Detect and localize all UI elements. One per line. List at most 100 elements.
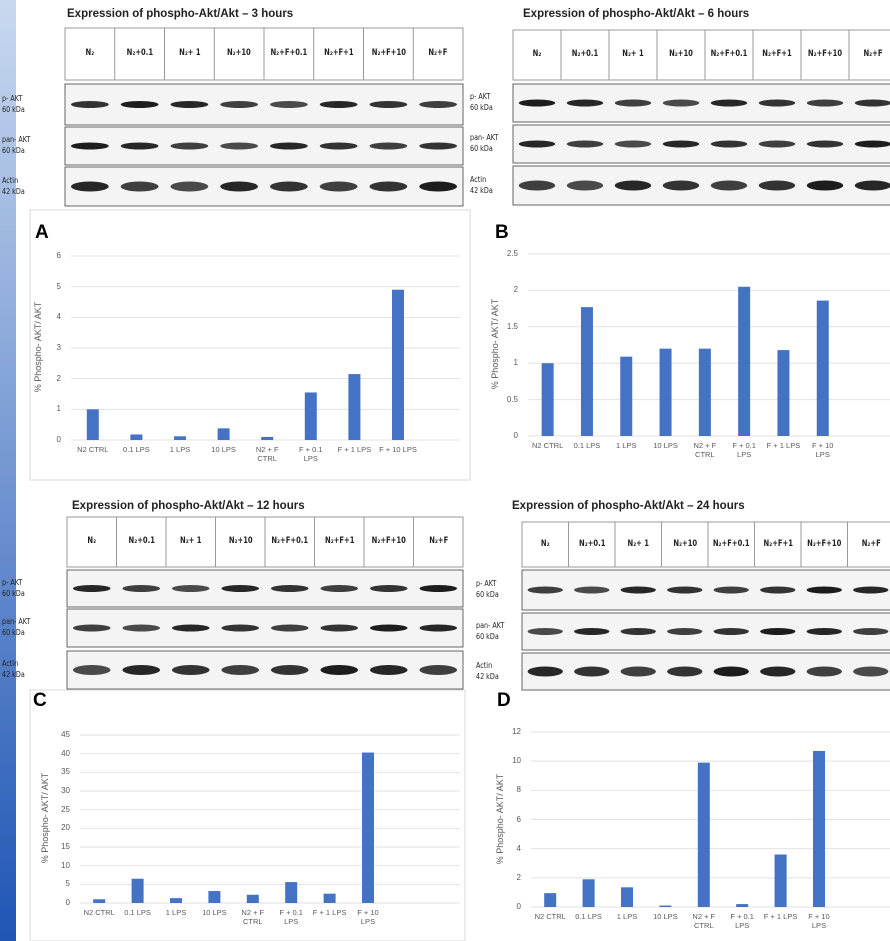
blot-band	[714, 587, 749, 594]
bar	[362, 753, 374, 903]
x-tick-label: 0.1 LPS	[120, 909, 154, 918]
blot-band	[663, 181, 699, 191]
row-size: 60 kDa	[2, 146, 25, 155]
row-size: 60 kDa	[476, 590, 499, 599]
lane-label: N₂+F+1	[758, 49, 796, 59]
lane-label: N₂+F+0.1	[710, 49, 748, 59]
lane-label: N₂	[527, 539, 564, 549]
y-axis-label: % Phospho- AKT/ AKT	[495, 739, 505, 899]
blot-band	[270, 143, 308, 150]
row-label: pan- AKT	[470, 133, 498, 142]
blot-band	[419, 182, 457, 192]
bar	[87, 409, 99, 440]
bar	[348, 374, 360, 440]
bar	[218, 428, 230, 440]
bar	[813, 751, 825, 907]
y-tick-label: 2.5	[488, 249, 518, 258]
blot-band	[519, 141, 555, 148]
lane-label: N₂+F	[418, 48, 458, 58]
bar	[544, 893, 556, 907]
blot-band	[853, 628, 888, 635]
blot-band	[122, 665, 160, 675]
blot-band	[170, 101, 208, 108]
bar	[738, 287, 750, 436]
lane-label: N₂+ 1	[171, 536, 211, 546]
bar	[817, 301, 829, 436]
row-label: p- AKT	[2, 94, 22, 103]
blot-band	[419, 101, 457, 108]
row-size: 60 kDa	[2, 589, 25, 598]
blot-band	[853, 667, 888, 677]
lane-label: N₂+F+10	[806, 49, 844, 59]
lane-label: N₂+F	[854, 49, 890, 59]
blot-band	[759, 141, 795, 148]
blot-band	[711, 100, 747, 107]
y-tick-label: 0	[31, 435, 61, 444]
blot-band	[667, 628, 702, 635]
lane-label: N₂+10	[220, 536, 260, 546]
blot-band	[574, 587, 609, 594]
x-tick-label: F + 10 LPS	[805, 442, 840, 459]
blot-band	[73, 585, 111, 592]
lane-label: N₂+ 1	[614, 49, 652, 59]
x-tick-label: F + 1 LPS	[763, 913, 797, 922]
blot-band	[270, 182, 308, 192]
row-label: Actin	[2, 659, 18, 668]
row-label: p- AKT	[476, 579, 496, 588]
lane-label: N₂+F+0.1	[713, 539, 750, 549]
blot-band	[71, 101, 109, 108]
blot-band	[271, 665, 309, 675]
bar	[305, 392, 317, 440]
blot-band	[122, 585, 160, 592]
x-tick-label: 0.1 LPS	[571, 913, 605, 922]
x-tick-label: F + 10 LPS	[351, 909, 385, 926]
blot-band	[121, 143, 159, 150]
figure: Expression of phospho-Akt/Akt – 3 hours N…	[0, 0, 890, 941]
blot-band	[667, 667, 702, 677]
blot-band	[121, 182, 159, 192]
blot-band	[320, 585, 358, 592]
blot-band	[855, 181, 890, 191]
bar	[659, 906, 671, 907]
row-size: 60 kDa	[476, 632, 499, 641]
x-tick-label: N2 CTRL	[533, 913, 567, 922]
blot-band	[528, 628, 563, 635]
blot-band	[419, 585, 457, 592]
blot-band	[73, 665, 111, 675]
blot-band	[663, 141, 699, 148]
bar	[324, 894, 336, 903]
blot-title: Expression of phospho-Akt/Akt – 24 hours	[512, 500, 745, 512]
row-label: p- AKT	[2, 578, 22, 587]
x-tick-label: F + 10 LPS	[378, 446, 418, 455]
blot-band	[760, 667, 795, 677]
y-axis-label: % Phospho- AKT/ AKT	[33, 267, 43, 427]
blot-band	[760, 628, 795, 635]
blot-band	[370, 625, 408, 632]
blot-band	[221, 665, 259, 675]
bar	[542, 363, 554, 436]
bar	[775, 855, 787, 908]
lane-label: N₂+0.1	[573, 539, 610, 549]
lane-label: N₂+0.1	[566, 49, 604, 59]
blot-band	[320, 625, 358, 632]
x-tick-label: N2 + F CTRL	[236, 909, 270, 926]
x-tick-label: F + 0.1 LPS	[725, 913, 759, 930]
blot-band	[621, 587, 656, 594]
y-axis-label: % Phospho- AKT/ AKT	[40, 738, 50, 898]
blot-band	[714, 667, 749, 677]
lane-label: N₂	[72, 536, 112, 546]
row-label: Actin	[476, 661, 492, 670]
blot-band	[369, 182, 407, 192]
blot-band	[663, 100, 699, 107]
y-axis-label: % Phospho- AKT/ AKT	[490, 264, 500, 424]
blot-band	[320, 101, 358, 108]
blot-band	[172, 665, 210, 675]
lane-label: N₂+F+1	[319, 48, 359, 58]
blot-band	[170, 143, 208, 150]
blot-title: Expression of phospho-Akt/Akt – 3 hours	[67, 8, 293, 20]
lane-label: N₂+0.1	[121, 536, 161, 546]
row-size: 60 kDa	[470, 103, 493, 112]
blot-band	[320, 182, 358, 192]
x-tick-label: N2 + F CTRL	[687, 913, 721, 930]
x-tick-label: 0.1 LPS	[569, 442, 604, 451]
